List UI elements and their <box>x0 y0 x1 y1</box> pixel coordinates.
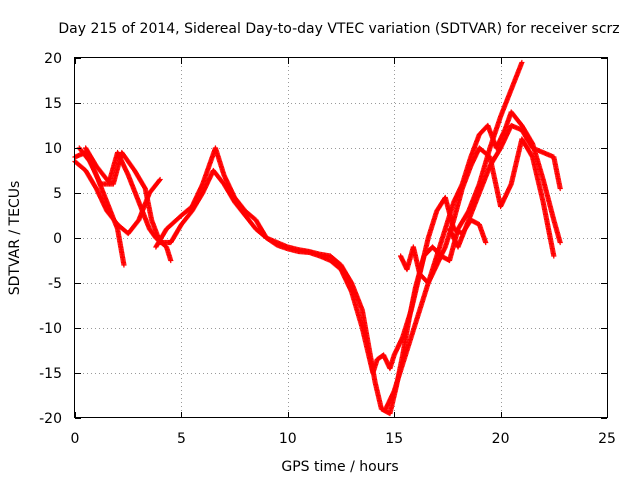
data-point <box>168 257 174 264</box>
data-point <box>121 262 127 268</box>
y-tick-label: 20 <box>44 51 62 67</box>
y-tick-label: -20 <box>39 411 62 427</box>
y-tick-label: 0 <box>53 231 62 247</box>
y-tick-label: -5 <box>48 276 62 292</box>
series-trace-2 <box>72 158 163 237</box>
x-axis-label: GPS time / hours <box>281 459 398 475</box>
y-tick-label: -10 <box>39 321 62 337</box>
y-tick-label: -15 <box>39 366 62 382</box>
x-tick-label: 25 <box>598 431 616 447</box>
y-tick-label: 15 <box>44 96 62 112</box>
data-points <box>72 59 563 417</box>
axes: 0 5 10 15 20 25 -20 -15 -10 -5 0 5 10 15 20 <box>39 51 616 447</box>
y-axis-label: SDTVAR / TECUs <box>7 181 23 296</box>
x-tick-label: 15 <box>385 431 403 447</box>
y-tick-label: 10 <box>44 141 62 157</box>
x-tick-label: 10 <box>279 431 297 447</box>
grid <box>75 58 607 418</box>
x-tick-label: 0 <box>71 431 80 447</box>
chart-title: Day 215 of 2014, Sidereal Day-to-day VTE… <box>58 21 619 37</box>
series-trace-4 <box>83 145 174 264</box>
x-tick-label: 5 <box>177 431 186 447</box>
x-tick-label: 20 <box>492 431 510 447</box>
data-point <box>519 59 525 66</box>
data-point <box>157 176 163 183</box>
y-tick-label: 5 <box>53 186 62 202</box>
data-point <box>156 177 162 184</box>
